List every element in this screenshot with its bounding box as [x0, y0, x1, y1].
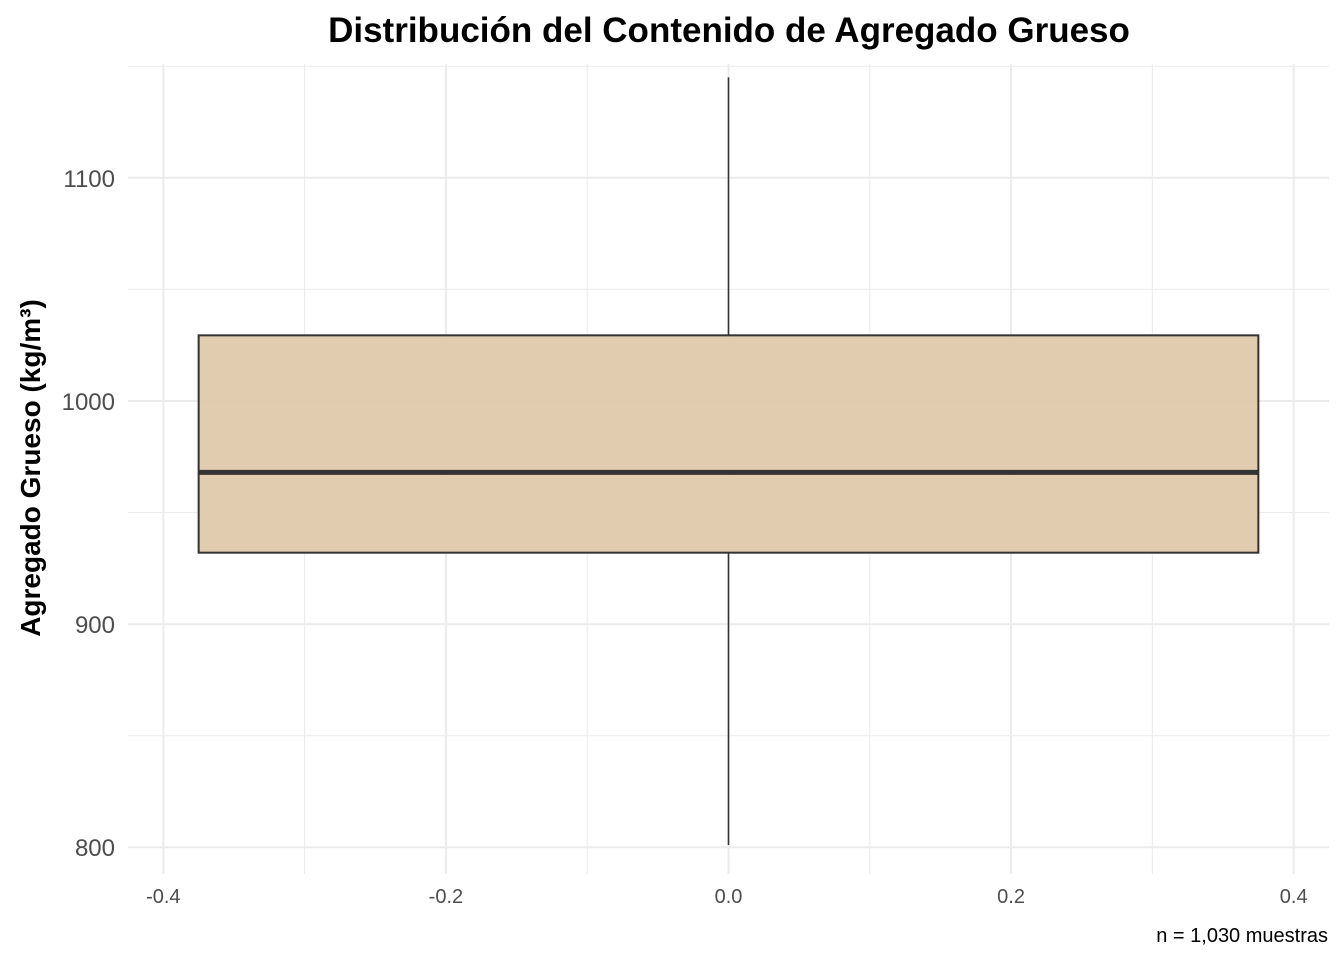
iqr-box	[197, 334, 1260, 554]
x-tick-label: 0.2	[997, 886, 1025, 908]
box-layer	[197, 77, 1260, 845]
y-tick-label: 900	[75, 612, 115, 639]
sample-size-caption: n = 1,030 muestras	[1156, 925, 1328, 947]
y-tick-label: 1100	[63, 166, 115, 193]
chart-title: Distribución del Contenido de Agregado G…	[328, 11, 1130, 50]
y-axis-label: Agregado Grueso (kg/m³)	[15, 299, 46, 637]
x-tick-labels: -0.4 -0.2 0.0 0.2 0.4	[146, 886, 1307, 908]
y-tick-label: 800	[75, 835, 115, 862]
x-tick-label: -0.2	[429, 886, 463, 908]
y-tick-labels: 800 900 1000 1100	[62, 166, 115, 862]
y-tick-label: 1000	[62, 389, 115, 416]
x-tick-label: 0.4	[1280, 886, 1308, 908]
x-tick-label: 0.0	[715, 886, 743, 908]
x-tick-label: -0.4	[146, 886, 180, 908]
